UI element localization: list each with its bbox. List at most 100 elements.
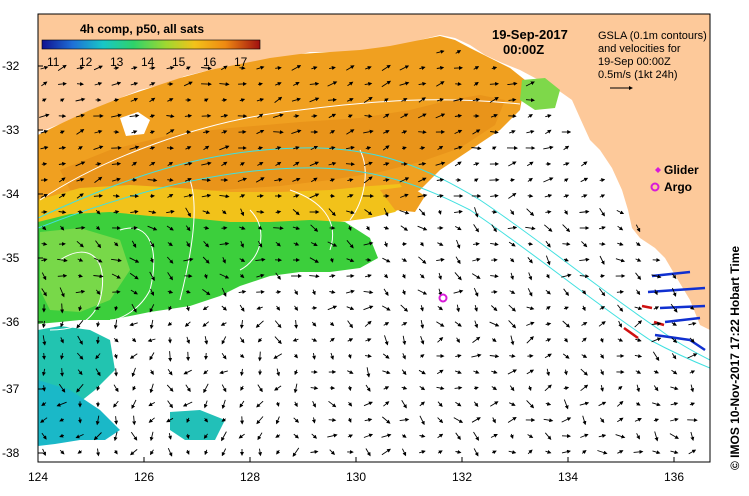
velocity-arrow <box>420 336 425 345</box>
velocity-arrow <box>418 130 427 135</box>
velocity-arrow <box>203 241 210 248</box>
velocity-arrow <box>544 432 552 440</box>
velocity-arrow <box>401 448 407 457</box>
velocity-arrow <box>202 289 211 296</box>
velocity-arrow <box>418 161 427 166</box>
velocity-arrow <box>275 416 280 425</box>
velocity-arrow <box>510 335 515 346</box>
velocity-arrow <box>508 450 517 455</box>
glider-label: Glider <box>664 163 699 177</box>
velocity-arrow <box>239 98 246 103</box>
velocity-arrow <box>185 66 191 71</box>
velocity-arrow <box>580 384 589 392</box>
velocity-arrow <box>525 81 535 87</box>
y-tick-label: -37 <box>2 382 20 396</box>
velocity-arrow <box>130 209 139 214</box>
velocity-arrow <box>167 289 174 294</box>
y-tick-label: -35 <box>2 251 20 265</box>
velocity-arrow <box>185 449 190 455</box>
velocity-arrow <box>60 353 64 360</box>
velocity-arrow <box>489 96 499 103</box>
velocity-arrow <box>345 162 355 167</box>
velocity-arrow <box>383 288 389 296</box>
velocity-arrow <box>561 273 572 278</box>
argo-legend-icon <box>650 182 660 192</box>
velocity-arrow <box>346 210 355 215</box>
velocity-arrow <box>671 369 678 375</box>
velocity-arrow <box>545 255 551 266</box>
velocity-arrow <box>167 193 174 198</box>
velocity-arrow <box>509 353 516 358</box>
velocity-arrow <box>455 432 461 441</box>
velocity-arrow <box>670 450 679 455</box>
velocity-arrow <box>561 417 572 423</box>
velocity-arrow <box>311 433 318 439</box>
velocity-arrow <box>418 97 426 103</box>
velocity-arrow <box>273 130 284 135</box>
velocity-arrow <box>419 433 426 438</box>
velocity-arrow <box>579 209 590 214</box>
velocity-arrow <box>525 98 535 103</box>
velocity-arrow <box>635 401 641 406</box>
velocity-arrow <box>544 193 553 198</box>
velocity-arrow <box>130 81 139 86</box>
isobaths <box>38 147 710 369</box>
velocity-arrow <box>453 97 464 102</box>
velocity-arrow <box>275 290 282 295</box>
velocity-arrow <box>150 288 154 297</box>
velocity-arrow <box>347 385 352 392</box>
velocity-arrow <box>563 162 570 166</box>
velocity-arrow <box>77 209 84 214</box>
velocity-arrow <box>58 146 67 150</box>
sst-darker-core <box>60 95 505 192</box>
velocity-arrow <box>363 241 374 246</box>
velocity-arrow <box>274 320 282 329</box>
time-label: 00:00Z <box>503 42 545 57</box>
velocity-arrow <box>310 242 318 246</box>
velocity-arrow <box>238 289 247 294</box>
velocity-arrow <box>635 224 641 233</box>
velocity-arrow <box>689 402 696 407</box>
velocity-arrow <box>401 258 408 262</box>
velocity-arrow <box>526 306 535 311</box>
velocity-arrow <box>293 194 300 198</box>
velocity-arrow <box>132 385 137 391</box>
velocity-arrow <box>437 242 444 246</box>
velocity-arrow <box>329 146 336 151</box>
velocity-arrow <box>419 66 426 71</box>
velocity-arrow <box>474 304 478 312</box>
velocity-arrow <box>94 257 103 263</box>
velocity-arrow <box>113 400 119 408</box>
velocity-arrow <box>75 113 85 118</box>
velocity-arrow <box>329 321 335 327</box>
velocity-arrow <box>221 336 227 345</box>
velocity-arrow <box>166 256 174 264</box>
velocity-arrow <box>93 274 104 279</box>
velocity-arrow <box>77 273 83 278</box>
velocity-arrow <box>526 161 534 167</box>
velocity-arrow <box>455 354 462 359</box>
velocity-arrow <box>183 257 194 262</box>
velocity-arrow <box>507 416 517 423</box>
velocity-arrow <box>435 161 446 166</box>
velocity-arrow <box>636 289 641 296</box>
velocity-arrow <box>167 400 173 409</box>
velocity-arrow <box>437 337 444 343</box>
velocity-arrow <box>114 368 119 377</box>
x-tick-label: 130 <box>345 470 367 484</box>
velocity-arrow <box>149 431 154 442</box>
velocity-arrow <box>291 65 302 71</box>
velocity-arrow <box>471 146 482 151</box>
velocity-arrow <box>347 114 353 119</box>
velocity-arrow <box>545 129 552 135</box>
velocity-arrow <box>383 225 390 230</box>
velocity-arrow <box>420 305 424 312</box>
velocity-arrow <box>221 287 227 297</box>
velocity-arrow <box>436 257 445 262</box>
velocity-arrow <box>383 241 388 248</box>
velocity-arrow <box>275 401 280 407</box>
velocity-arrow <box>474 178 479 183</box>
velocity-arrow <box>60 321 65 328</box>
velocity-arrow <box>508 97 517 102</box>
velocity-arrow <box>419 273 425 279</box>
